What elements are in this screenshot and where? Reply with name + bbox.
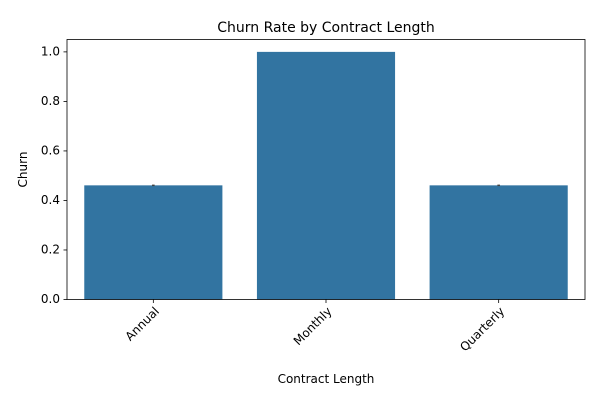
x-tick-label: Monthly (291, 304, 335, 348)
bar-monthly (256, 51, 396, 300)
y-tick-label: 0.0 (41, 292, 60, 306)
bar-quarterly (429, 185, 568, 300)
bar-annual (84, 185, 223, 300)
y-tick-label: 0.2 (41, 242, 60, 256)
x-axis-label: Contract Length (278, 372, 375, 386)
y-tick-label: 0.8 (41, 94, 60, 108)
error-bars-layer (152, 184, 500, 187)
y-tick-label: 1.0 (41, 44, 60, 58)
y-axis-ticks: 0.0 0.2 0.4 0.6 0.8 1.0 (41, 44, 67, 306)
bars-layer (84, 51, 568, 300)
x-tick-label: Quarterly (457, 304, 507, 354)
chart-title: Churn Rate by Contract Length (217, 20, 435, 36)
x-axis-ticks: Annual Monthly Quarterly (123, 299, 507, 354)
y-tick-label: 0.4 (41, 193, 60, 207)
y-tick-label: 0.6 (41, 143, 60, 157)
y-axis-label: Churn (16, 152, 30, 188)
x-tick-label: Annual (123, 304, 162, 343)
